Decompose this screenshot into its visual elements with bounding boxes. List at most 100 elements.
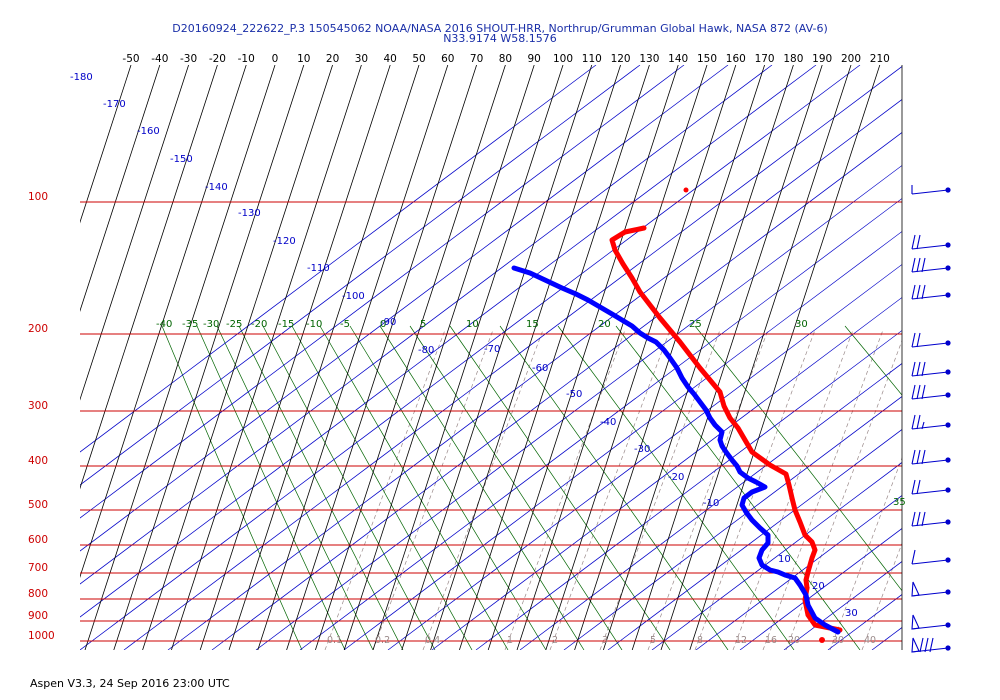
pressure-tick-label: 200 — [28, 323, 48, 335]
temperature-tick-label: 170 — [755, 53, 775, 65]
temperature-tick-label: 10 — [297, 53, 310, 65]
temperature-tick-label: 80 — [499, 53, 512, 65]
moist-adiabat-line — [449, 325, 671, 650]
isotherm-line — [80, 65, 218, 490]
temperature-tick-label: 50 — [412, 53, 425, 65]
isotherm-line — [171, 65, 362, 650]
moist-adiabat-label: 30 — [795, 319, 808, 330]
dry-adiabat-label: -140 — [205, 182, 228, 193]
isotherm-line — [430, 65, 621, 650]
moist-adiabat-label: -10 — [306, 319, 322, 330]
mixing-ratio-line — [372, 329, 494, 650]
isotherm-line — [372, 65, 564, 650]
temperature-tick-label: -30 — [180, 53, 197, 65]
wind-barb — [911, 384, 951, 400]
wind-barb — [911, 637, 951, 653]
isotherm-line — [315, 65, 506, 650]
isotherm-line — [84, 65, 276, 650]
isotherm-line — [660, 65, 852, 650]
temperature-tick-label: -50 — [122, 53, 139, 65]
pressure-tick-label: 900 — [28, 610, 48, 622]
moist-adiabat-label: -20 — [251, 319, 267, 330]
wind-barb — [911, 332, 951, 348]
dry-adiabat-label: -160 — [137, 126, 160, 137]
temperature-tick-label: 120 — [611, 53, 631, 65]
isotherm-line — [286, 65, 477, 650]
dry-adiabat-line — [255, 165, 902, 650]
wind-barb — [911, 185, 951, 195]
moist-adiabat-label: -25 — [226, 319, 242, 330]
wind-barb — [911, 549, 951, 565]
dry-adiabat-line — [123, 66, 902, 650]
mixing-ratio-label: 20 — [788, 635, 800, 646]
mixing-ratio-line — [422, 329, 544, 650]
temperature-tick-label: 60 — [441, 53, 454, 65]
moist-adiabat-line — [349, 325, 547, 650]
isotherm-line — [516, 65, 708, 650]
moist-adiabat-line — [379, 325, 585, 650]
moist-adiabat-line — [615, 325, 861, 650]
dry-adiabat-label: -60 — [532, 363, 548, 374]
moist-adiabat-label: 10 — [466, 319, 479, 330]
dry-adiabat-label: -100 — [342, 291, 365, 302]
pressure-tick-label: 300 — [28, 400, 48, 412]
sounding-profiles — [511, 187, 843, 643]
temperature-tick-label: -40 — [151, 53, 168, 65]
dry-adiabat-line — [563, 396, 902, 650]
isotherm-line — [343, 65, 535, 650]
mixing-ratio-label: 0.1 — [327, 635, 342, 646]
dry-adiabat-line — [960, 65, 1000, 650]
moist-adiabat-label: 35 — [893, 497, 906, 508]
moist-adiabat-line — [844, 325, 902, 396]
wind-barb — [911, 479, 951, 495]
isotherm-line — [603, 65, 794, 650]
footer-text: Aspen V3.3, 24 Sep 2016 23:00 UTC — [30, 677, 230, 690]
isotherm-line — [228, 65, 420, 650]
dry-adiabat-line — [651, 462, 902, 650]
dry-adiabat-label: -80 — [418, 345, 434, 356]
isotherms — [80, 65, 881, 650]
moist-adiabat-line — [238, 325, 404, 650]
moist-adiabat-label: -40 — [156, 319, 172, 330]
mixing-ratio-line — [647, 329, 769, 650]
isotherm-line — [199, 65, 391, 650]
isotherm-line — [80, 65, 189, 401]
surface-temperature-point — [819, 637, 825, 643]
moist-adiabat-line — [319, 325, 509, 650]
mixing-ratio-line — [549, 329, 671, 650]
temperature-tick-label: 100 — [553, 53, 573, 65]
dry-adiabat-label: -70 — [484, 344, 500, 355]
mixing-ratio-line — [504, 329, 626, 650]
dry-adiabat-label: -130 — [238, 208, 261, 219]
temperature-tick-label: -10 — [238, 53, 255, 65]
dry-adiabat-label: -120 — [273, 236, 296, 247]
moist-adiabat-line — [409, 325, 623, 650]
temperature-tick-label: 70 — [470, 53, 483, 65]
mixing-ratio-line — [829, 457, 902, 650]
wind-barb — [911, 449, 951, 465]
dry-adiabat-line — [607, 429, 902, 650]
temperature-tick-label: 160 — [726, 53, 746, 65]
pressure-tick-label: 1000 — [28, 630, 55, 642]
moist-adiabat-label: 15 — [526, 319, 539, 330]
pressure-tick-label: 500 — [28, 499, 48, 511]
mixing-ratio-label: 8 — [697, 635, 703, 646]
wind-barb — [911, 581, 951, 597]
dry-adiabat-label: -170 — [103, 99, 126, 110]
mixing-ratio-label: 30 — [832, 635, 844, 646]
dry-adiabat-label: -150 — [170, 154, 193, 165]
dry-adiabat-line — [387, 264, 902, 650]
mixing-ratio-label: 40 — [864, 635, 876, 646]
pressure-tick-label: 100 — [28, 191, 48, 203]
moist-adiabat-label: -30 — [203, 319, 219, 330]
isotherm-line — [113, 65, 305, 650]
wind-barb — [911, 361, 951, 377]
dry-adiabat-label: -180 — [70, 72, 93, 83]
temperature-tick-label: 30 — [355, 53, 368, 65]
dry-adiabat-line — [695, 495, 902, 650]
moist-adiabats — [161, 325, 902, 650]
wind-barb — [911, 284, 951, 300]
dry-adiabat-line — [80, 65, 861, 650]
pressure-tick-label: 600 — [28, 534, 48, 546]
dry-adiabat-line — [211, 132, 902, 650]
